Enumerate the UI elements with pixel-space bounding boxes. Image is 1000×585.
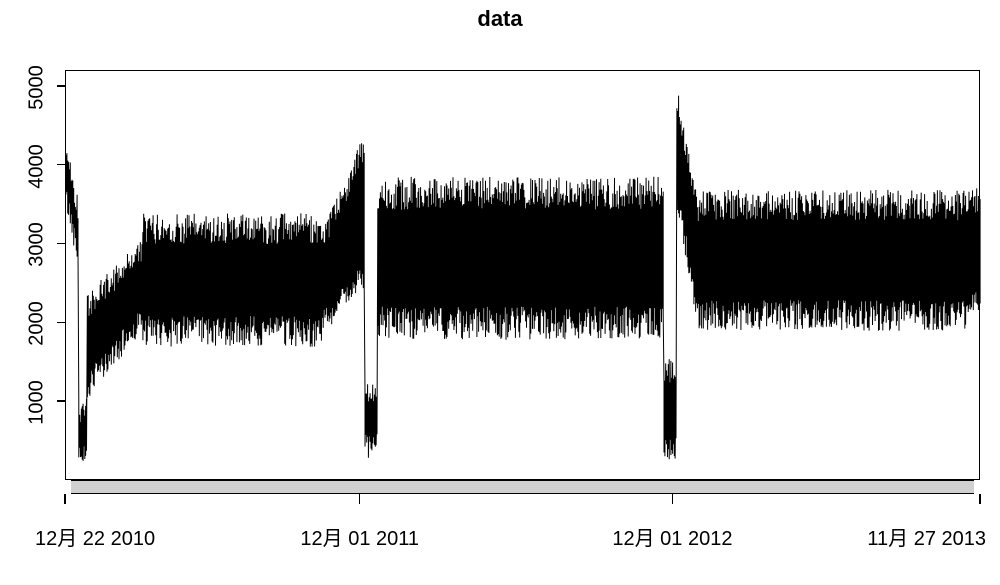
data-line <box>66 71 981 481</box>
y-tick-mark <box>57 243 65 245</box>
x-tick-mark <box>672 494 674 504</box>
x-tick-label: 12月 22 2010 <box>35 522 155 551</box>
y-tick-label: 4000 <box>26 136 49 196</box>
x-rug-strip <box>71 480 974 494</box>
x-tick-label: 11月 27 2013 <box>867 522 986 551</box>
x-tick-label: 12月 01 2011 <box>300 522 419 551</box>
x-tick-mark <box>359 494 361 504</box>
y-tick-label: 1000 <box>26 373 49 433</box>
timeseries-chart: data 1000 2000 3000 4000 5000 12月 22 2010 12月 … <box>0 0 1000 585</box>
y-tick-mark <box>57 164 65 166</box>
plot-area <box>65 70 980 480</box>
x-tick-mark <box>979 494 981 504</box>
y-tick-mark <box>57 85 65 87</box>
chart-title: data <box>0 6 1000 32</box>
x-tick-mark <box>64 494 66 504</box>
y-tick-label: 5000 <box>26 57 49 117</box>
y-tick-label: 2000 <box>26 294 49 354</box>
y-tick-mark <box>57 322 65 324</box>
x-tick-label: 12月 01 2012 <box>612 522 732 551</box>
y-tick-mark <box>57 400 65 402</box>
y-tick-label: 3000 <box>26 215 49 275</box>
